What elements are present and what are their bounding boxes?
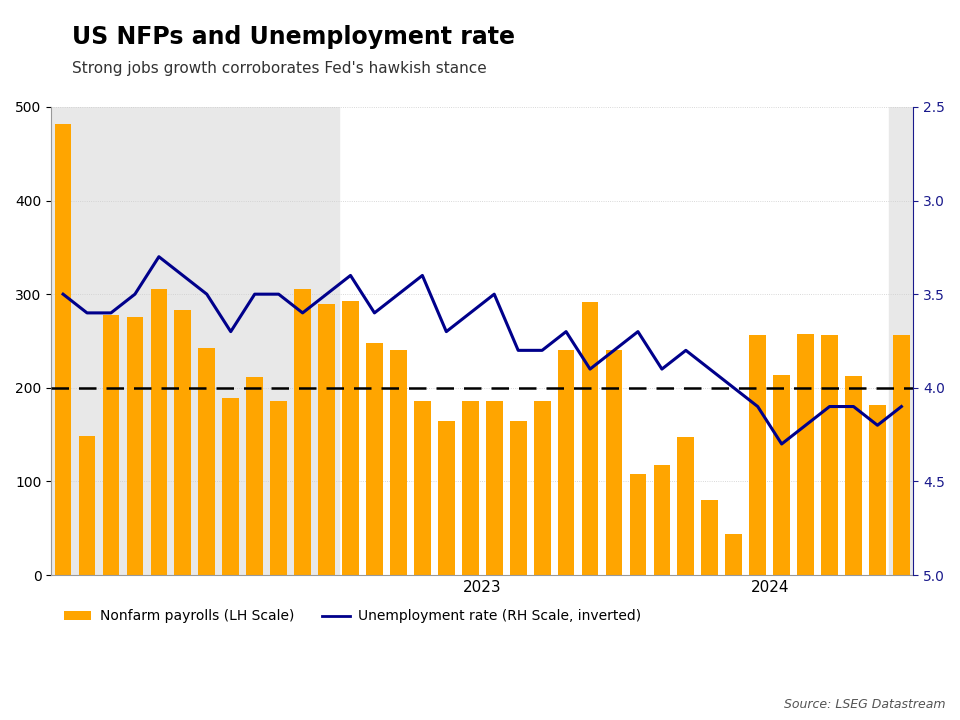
- Text: US NFPs and Unemployment rate: US NFPs and Unemployment rate: [72, 25, 515, 49]
- Bar: [175, 310, 191, 575]
- Bar: [199, 348, 215, 575]
- Bar: [893, 336, 910, 575]
- Bar: [534, 401, 550, 575]
- Bar: [462, 401, 479, 575]
- Bar: [606, 351, 622, 575]
- Bar: [366, 343, 383, 575]
- Bar: [869, 405, 886, 575]
- Bar: [486, 401, 503, 575]
- Bar: [678, 438, 694, 575]
- Bar: [51, 107, 339, 575]
- Bar: [390, 351, 407, 575]
- Bar: [342, 301, 359, 575]
- Bar: [773, 374, 790, 575]
- Bar: [702, 500, 718, 575]
- Bar: [558, 351, 574, 575]
- Bar: [103, 315, 119, 575]
- Bar: [890, 107, 913, 575]
- Bar: [845, 376, 862, 575]
- Bar: [654, 464, 670, 575]
- Bar: [294, 289, 311, 575]
- Text: Source: LSEG Datastream: Source: LSEG Datastream: [784, 698, 946, 711]
- Bar: [582, 302, 598, 575]
- Bar: [247, 377, 263, 575]
- Bar: [127, 317, 143, 575]
- Bar: [797, 334, 814, 575]
- Bar: [438, 420, 455, 575]
- Bar: [79, 436, 95, 575]
- Legend: Nonfarm payrolls (LH Scale), Unemployment rate (RH Scale, inverted): Nonfarm payrolls (LH Scale), Unemploymen…: [58, 604, 647, 629]
- Bar: [726, 534, 742, 575]
- Bar: [821, 336, 838, 575]
- Bar: [510, 420, 527, 575]
- Bar: [271, 401, 287, 575]
- Bar: [414, 401, 431, 575]
- Bar: [223, 398, 239, 575]
- Bar: [318, 304, 335, 575]
- Bar: [750, 336, 766, 575]
- Text: Strong jobs growth corroborates Fed's hawkish stance: Strong jobs growth corroborates Fed's ha…: [72, 61, 487, 76]
- Bar: [151, 289, 167, 575]
- Bar: [630, 474, 646, 575]
- Bar: [55, 124, 71, 575]
